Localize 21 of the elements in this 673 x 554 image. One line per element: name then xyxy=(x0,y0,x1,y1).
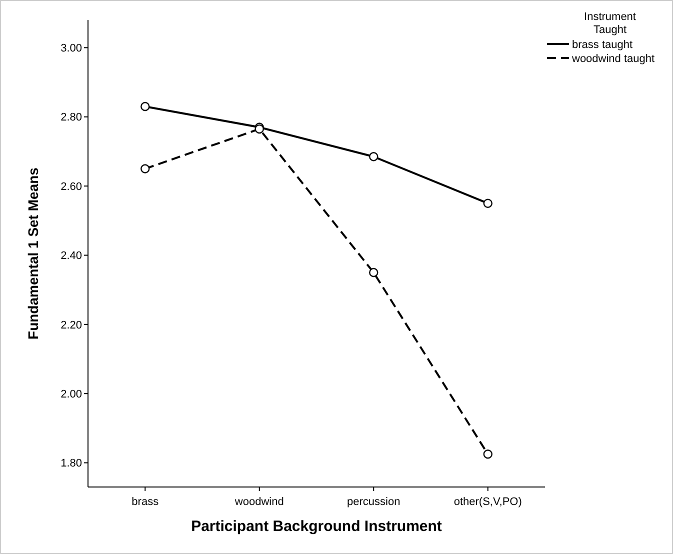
point xyxy=(140,164,150,174)
x-tick-label: other(S,V,PO) xyxy=(454,496,522,508)
point xyxy=(369,152,378,162)
x-tick-label: woodwind xyxy=(234,496,284,508)
y-tick-label: 1.80 xyxy=(60,458,82,470)
point xyxy=(140,102,150,112)
y-tick-label: 3.00 xyxy=(60,42,82,55)
legend-label: brass taught xyxy=(572,38,633,51)
point xyxy=(483,450,492,459)
x-tick-label: percussion xyxy=(347,496,400,508)
y-axis-title: Fundamental 1 Set Means xyxy=(25,167,41,340)
y-tick-label: 2.40 xyxy=(60,250,82,262)
x-tick-label: brass xyxy=(132,496,160,508)
legend-label: woodwind taught xyxy=(571,52,655,65)
y-tick-label: 2.00 xyxy=(60,388,82,400)
y-tick-label: 2.20 xyxy=(60,319,82,332)
point xyxy=(369,268,378,278)
x-axis-title: Participant Background Instrument xyxy=(191,518,442,535)
y-tick-label: 2.60 xyxy=(60,180,82,193)
point xyxy=(483,198,492,208)
y-tick-label: 2.80 xyxy=(60,112,82,124)
